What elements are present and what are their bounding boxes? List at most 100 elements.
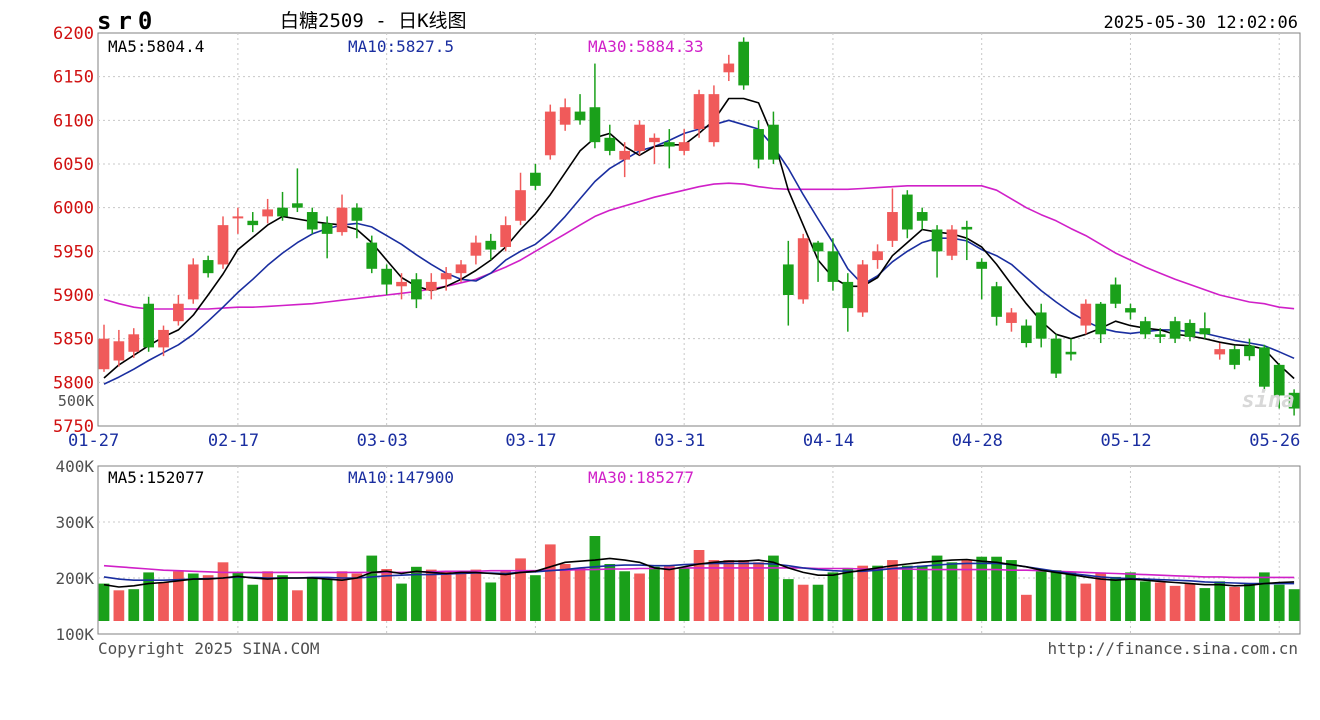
- candle-body: [530, 172, 541, 186]
- volume-bar: [901, 565, 913, 621]
- candle-body: [1095, 303, 1107, 335]
- candle-body: [738, 41, 750, 86]
- candle-body: [396, 281, 407, 287]
- candle-body: [321, 223, 333, 234]
- candle-body: [887, 212, 898, 241]
- candle-body: [1288, 392, 1300, 409]
- date-tick-label: 04-28: [952, 431, 1003, 451]
- volume-bar: [663, 565, 675, 621]
- volume-bar: [1110, 576, 1121, 621]
- date-tick-label: 01-27: [68, 431, 119, 451]
- volume-bar: [306, 576, 318, 621]
- volume-bar: [292, 590, 303, 621]
- date-tick-label: 02-17: [208, 431, 259, 451]
- volume-bar: [396, 583, 407, 621]
- volume-bar: [649, 566, 660, 621]
- candle-body: [1080, 303, 1092, 326]
- volume-bar: [768, 555, 779, 621]
- candle-body: [500, 225, 512, 247]
- volume-bar: [411, 566, 422, 621]
- price-tick-label: 5950: [53, 242, 94, 262]
- price-tick-label: 6150: [53, 68, 94, 88]
- volume-bar: [247, 584, 259, 621]
- price-tick-label: 6200: [53, 24, 94, 44]
- volume-bar: [470, 569, 482, 621]
- candle-body: [470, 242, 482, 256]
- candle-body: [455, 264, 467, 274]
- volume-bar: [753, 562, 764, 621]
- sina-watermark: sina: [1242, 388, 1295, 413]
- volume-bar: [113, 590, 125, 621]
- candle-body: [857, 264, 869, 313]
- volume-bar: [1169, 585, 1181, 621]
- volume-bar: [693, 550, 705, 621]
- candle-body: [381, 268, 393, 285]
- date-tick-label: 03-17: [505, 431, 556, 451]
- volume-bar: [797, 584, 809, 621]
- volume-bar: [619, 571, 631, 621]
- volume-bar: [187, 573, 199, 621]
- volume-ma5-line: [103, 557, 1295, 588]
- volume-bar: [351, 573, 363, 621]
- volume-bar: [842, 567, 854, 621]
- volume-bar: [678, 567, 690, 621]
- price-x-axis: 01-27 02-17 03-03 03-17 03-31 04-14 04-28 05-12…: [68, 431, 1300, 451]
- candle-body: [1169, 321, 1181, 339]
- volume-bar: [1288, 589, 1300, 621]
- candle-body: [574, 111, 586, 121]
- volume-bar: [1139, 581, 1151, 621]
- candle-body: [693, 94, 705, 130]
- candle-body: [1125, 308, 1136, 313]
- volume-bar: [827, 572, 839, 621]
- source-url-link[interactable]: http://finance.sina.com.cn: [1048, 639, 1298, 658]
- candle-body: [336, 207, 348, 233]
- volume-bar: [723, 560, 735, 621]
- candle-body: [425, 281, 437, 291]
- volume-bar: [991, 556, 1002, 621]
- volume-ma-lines: [103, 557, 1295, 588]
- volume-bar: [1050, 570, 1062, 621]
- volume-bar: [500, 571, 512, 621]
- candle-body: [173, 303, 184, 322]
- price-tick-label: 5750: [53, 417, 94, 437]
- date-tick-label: 03-31: [654, 431, 705, 451]
- candle-body: [262, 209, 273, 217]
- volume-bar: [455, 572, 467, 621]
- price-tick-label: 6000: [53, 199, 94, 219]
- price-grid: [98, 33, 1300, 426]
- candle-body: [678, 142, 690, 151]
- volume-bar: [604, 564, 616, 621]
- volume-bar: [1184, 583, 1196, 621]
- volume-bar: [381, 569, 393, 621]
- volume-ma10-label: MA10:147900: [348, 468, 454, 487]
- candle-body: [232, 216, 244, 219]
- price-tick-label: 5800: [53, 373, 94, 393]
- candle-body: [515, 190, 526, 221]
- candle-body: [901, 194, 913, 230]
- candle-body: [485, 240, 497, 250]
- volume-bar: [887, 560, 898, 621]
- candle-body: [663, 142, 675, 147]
- volume-bar: [931, 555, 943, 621]
- candle-body: [723, 63, 735, 73]
- volume-bar: [916, 565, 928, 621]
- volume-bar: [1020, 594, 1032, 621]
- candle-body: [1110, 284, 1121, 304]
- volume-bar: [1035, 571, 1047, 621]
- volume-bar: [173, 571, 184, 621]
- price-ma5-label: MA5:5804.4: [108, 37, 204, 56]
- candle-body: [589, 107, 601, 143]
- price-ma10-label: MA10:5827.5: [348, 37, 454, 56]
- candle-body: [1258, 347, 1270, 387]
- candle-body: [351, 207, 363, 221]
- volume-bar: [782, 579, 794, 621]
- volume-bar: [336, 571, 348, 621]
- symbol-label: sr0: [97, 7, 158, 35]
- candle-body: [976, 261, 988, 269]
- price-tick-label: 5900: [53, 286, 94, 306]
- candle-body: [1050, 338, 1062, 374]
- volume-bar: [1006, 560, 1017, 621]
- volume-bar: [440, 571, 452, 621]
- volume-bar: [202, 575, 214, 621]
